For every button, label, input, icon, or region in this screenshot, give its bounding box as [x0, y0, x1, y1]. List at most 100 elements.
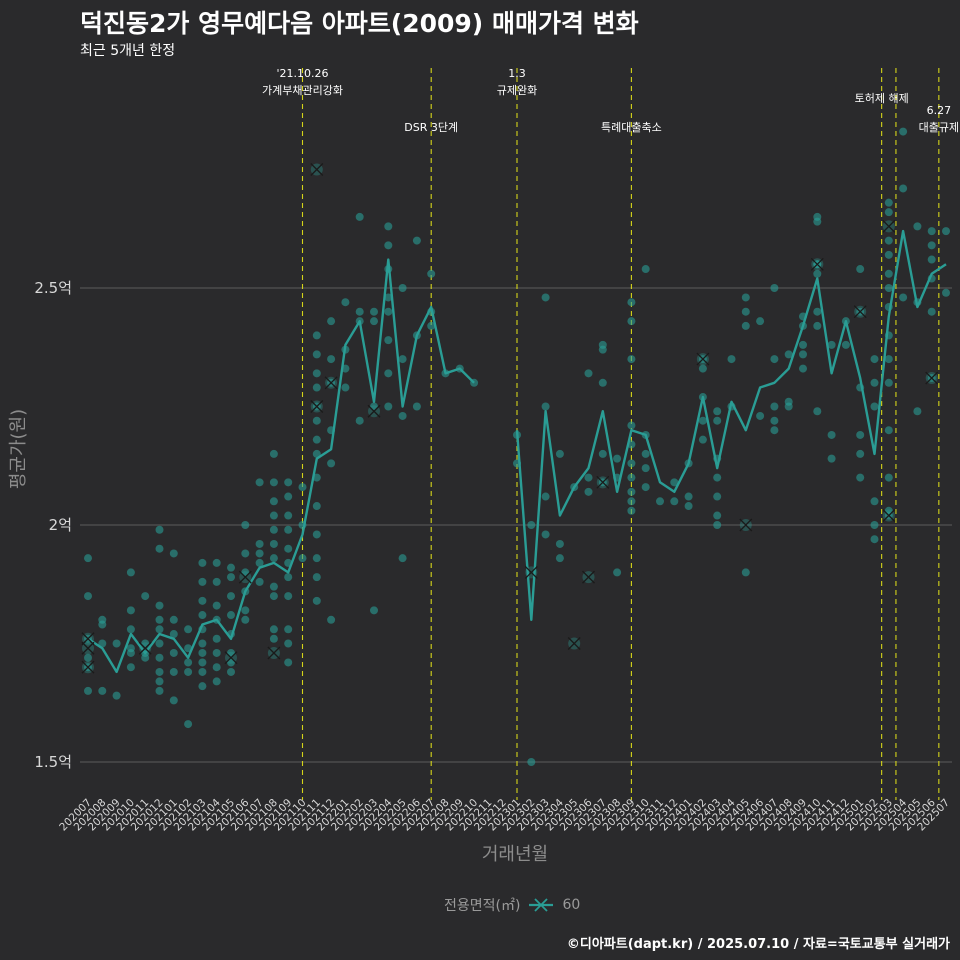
data-point: [284, 525, 293, 534]
data-point: [370, 307, 378, 316]
cross-stroke: [596, 475, 610, 489]
legend: 전용면적(㎡) 60: [444, 895, 580, 915]
data-point: [756, 317, 765, 326]
data-point: [827, 454, 836, 463]
data-point: [184, 720, 193, 729]
data-point: [627, 497, 636, 506]
data-point: [555, 539, 564, 548]
data-point: [212, 634, 221, 643]
data-point: [384, 293, 393, 302]
cross-marker: [882, 509, 896, 522]
cross-marker: [696, 352, 710, 366]
cross-stroke: [238, 570, 252, 584]
data-point: [312, 554, 321, 563]
data-point: [899, 184, 908, 193]
data-point: [255, 577, 264, 586]
data-point: [713, 407, 722, 416]
data-point: [112, 691, 121, 700]
data-point: [527, 521, 536, 529]
series-line: [515, 229, 947, 621]
data-point: [899, 127, 908, 136]
data-point: [269, 511, 278, 520]
data-point: [155, 677, 164, 686]
cross-marker: [138, 641, 152, 655]
data-point: [713, 511, 722, 520]
event-lines: [301, 68, 940, 800]
legend-key-icon: [529, 898, 554, 912]
data-point: [927, 307, 936, 316]
data-point: [627, 459, 636, 468]
data-point: [398, 355, 407, 364]
data-point: [98, 686, 107, 695]
data-point: [284, 492, 293, 501]
data-point: [398, 411, 407, 420]
data-point: [870, 535, 879, 544]
data-point: [627, 355, 636, 364]
data-point: [584, 369, 593, 378]
data-point: [856, 430, 865, 439]
cross-stroke: [853, 305, 867, 319]
data-point: [641, 449, 650, 458]
cross-marker: [524, 565, 538, 579]
data-point: [341, 383, 350, 392]
data-point: [913, 222, 922, 231]
data-point: [184, 658, 193, 667]
data-point: [412, 236, 421, 245]
data-point: [884, 250, 893, 259]
data-point: [713, 521, 722, 529]
series-line: [87, 258, 475, 674]
data-point: [927, 227, 936, 236]
cross-stroke: [882, 219, 896, 233]
data-point: [141, 653, 150, 662]
data-point: [884, 208, 893, 217]
cross-marker: [882, 219, 896, 233]
cross-marker: [853, 305, 867, 319]
data-point: [155, 525, 164, 534]
data-point: [169, 549, 178, 558]
data-point: [884, 236, 893, 245]
data-point: [827, 430, 836, 439]
data-point: [741, 293, 750, 302]
data-point: [169, 696, 178, 705]
data-point: [555, 554, 564, 563]
legend-entry-label: 60: [562, 897, 581, 913]
cross-marker: [582, 570, 595, 584]
data-point: [198, 658, 207, 667]
data-point: [112, 639, 121, 648]
data-point: [212, 648, 221, 657]
cross-stroke: [810, 257, 824, 271]
data-point: [284, 478, 293, 487]
cross-marker: [567, 637, 581, 650]
data-point: [84, 653, 92, 662]
data-point: [656, 497, 664, 506]
data-point: [384, 402, 393, 411]
data-point: [269, 449, 278, 458]
data-point: [269, 582, 278, 591]
data-point: [255, 549, 264, 558]
data-point: [384, 336, 393, 345]
data-point: [412, 402, 421, 411]
data-point: [813, 307, 822, 316]
cross-marker: [596, 475, 610, 489]
data-point: [241, 549, 250, 558]
event-annotation: 가계부채관리강화: [262, 84, 343, 97]
data-point: [212, 558, 221, 567]
data-point: [312, 573, 321, 582]
data-point: [327, 355, 336, 364]
cross-stroke: [81, 660, 95, 674]
data-point: [198, 648, 207, 657]
cross-marker: [81, 641, 95, 655]
cross-stroke: [739, 518, 753, 532]
data-point: [899, 293, 908, 302]
cross-stroke: [267, 646, 281, 660]
y-tick-label: 2억: [49, 516, 72, 534]
cross-stroke: [367, 404, 381, 418]
data-point: [770, 402, 779, 411]
data-point: [813, 321, 822, 330]
event-annotation: 6.27: [927, 104, 952, 117]
y-tick-labels: 1.5억 2억 2.5억: [34, 279, 72, 771]
data-point: [98, 620, 107, 629]
data-point: [155, 667, 164, 676]
cross-marker: [81, 632, 95, 646]
